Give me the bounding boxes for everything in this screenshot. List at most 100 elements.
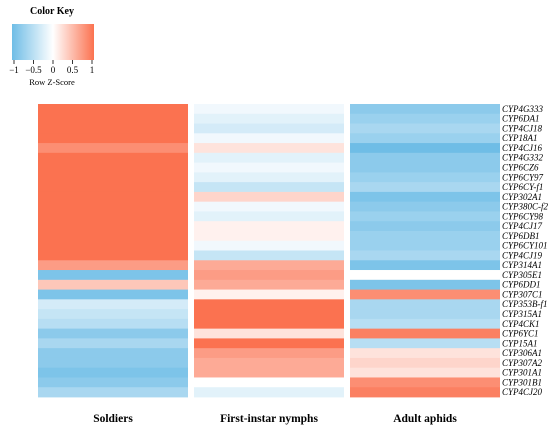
color-key: Color Key −1 −0.5 0 0.5 1 Row Z-Score bbox=[9, 6, 94, 87]
gene-label: CYP6CY-f1 bbox=[502, 182, 543, 192]
heatmap-cell bbox=[350, 367, 500, 378]
heatmap-cell bbox=[194, 182, 344, 193]
heatmap-cell bbox=[38, 357, 188, 369]
heatmap-cell bbox=[350, 143, 500, 154]
heatmap-cells bbox=[38, 104, 500, 398]
heatmap-cell bbox=[38, 309, 188, 320]
heatmap-cell bbox=[194, 289, 344, 300]
heatmap-cell bbox=[194, 387, 344, 398]
gene-label: CYP353B-f1 bbox=[502, 299, 548, 309]
gene-label: CYP302A1 bbox=[502, 192, 542, 202]
heatmap-cell bbox=[194, 348, 344, 359]
gene-label: CYP315A1 bbox=[502, 309, 542, 319]
heatmap-cell bbox=[350, 299, 500, 310]
heatmap-cell bbox=[350, 338, 500, 349]
heatmap-cell bbox=[350, 318, 500, 330]
heatmap-cell bbox=[38, 289, 188, 300]
color-key-tick-label: 1 bbox=[90, 65, 95, 75]
gene-label: CYP380C-f2 bbox=[502, 202, 549, 212]
color-key-subtitle: Row Z-Score bbox=[29, 77, 75, 87]
color-key-tick-label: 0 bbox=[51, 65, 56, 75]
heatmap-cell bbox=[38, 211, 188, 222]
heatmap-cell bbox=[350, 230, 500, 242]
column-label: Adult aphids bbox=[393, 413, 457, 425]
heatmap-cell bbox=[350, 182, 500, 193]
column-label: First-instar nymphs bbox=[220, 413, 318, 425]
heatmap-cell bbox=[350, 123, 500, 134]
heatmap-cell bbox=[194, 113, 344, 124]
heatmap-cell bbox=[194, 191, 344, 203]
heatmap-cell bbox=[350, 152, 500, 163]
gene-label: CYP4CJ16 bbox=[502, 143, 543, 153]
gene-label: CYP4CJ18 bbox=[502, 123, 543, 133]
heatmap-cell bbox=[194, 367, 344, 378]
gene-label: CYP4CK1 bbox=[502, 319, 540, 329]
gene-label: CYP18A1 bbox=[502, 133, 538, 143]
heatmap-cell bbox=[194, 318, 344, 330]
color-key-title: Color Key bbox=[30, 6, 74, 17]
heatmap-cell bbox=[194, 328, 344, 339]
color-key-ticks: −1 −0.5 0 0.5 1 bbox=[9, 60, 94, 75]
heatmap-cell bbox=[38, 377, 188, 388]
heatmap-cell bbox=[194, 172, 344, 183]
gene-label: CYP6DA1 bbox=[502, 114, 540, 124]
heatmap-cell bbox=[194, 279, 344, 290]
heatmap-cell bbox=[38, 270, 188, 281]
heatmap-cell bbox=[38, 113, 188, 124]
heatmap-cell bbox=[350, 309, 500, 320]
heatmap-cell bbox=[38, 260, 188, 271]
gene-label: CYP6CY98 bbox=[502, 211, 544, 221]
heatmap-cell bbox=[38, 240, 188, 251]
heatmap-cell bbox=[350, 162, 500, 173]
column-labels: Soldiers First-instar nymphs Adult aphids bbox=[93, 413, 457, 425]
heatmap-cell bbox=[38, 230, 188, 242]
heatmap-cell bbox=[350, 104, 500, 115]
heatmap-cell bbox=[38, 250, 188, 261]
color-key-tick-label: −0.5 bbox=[25, 65, 42, 75]
heatmap-cell bbox=[38, 191, 188, 203]
gene-label: CYP4CJ19 bbox=[502, 250, 543, 260]
heatmap-cell bbox=[38, 143, 188, 154]
heatmap-cell bbox=[350, 133, 500, 144]
heatmap-cell bbox=[38, 221, 188, 232]
heatmap-cell bbox=[38, 338, 188, 349]
heatmap-cell bbox=[194, 250, 344, 261]
gene-label: CYP6CZ6 bbox=[502, 162, 539, 172]
heatmap-cell bbox=[38, 162, 188, 173]
gene-label: CYP6DB1 bbox=[502, 231, 540, 241]
heatmap-cell bbox=[350, 357, 500, 369]
heatmap-cell bbox=[350, 377, 500, 388]
heatmap-cell bbox=[350, 191, 500, 203]
gene-label: CYP4CJ20 bbox=[502, 387, 543, 397]
gene-label: CYP4G333 bbox=[502, 104, 544, 114]
gene-label: CYP307C1 bbox=[502, 289, 543, 299]
heatmap-cell bbox=[350, 328, 500, 339]
heatmap-cell bbox=[194, 152, 344, 163]
heatmap-cell bbox=[38, 133, 188, 144]
heatmap-cell bbox=[194, 240, 344, 251]
heatmap-cell bbox=[194, 143, 344, 154]
heatmap-cell bbox=[350, 348, 500, 359]
heatmap-cell bbox=[350, 240, 500, 251]
heatmap-cell bbox=[194, 221, 344, 232]
heatmap-cell bbox=[38, 152, 188, 163]
heatmap-cell bbox=[350, 279, 500, 290]
heatmap-cell bbox=[350, 387, 500, 398]
heatmap-cell bbox=[194, 338, 344, 349]
heatmap-cell bbox=[38, 318, 188, 330]
heatmap-cell bbox=[350, 211, 500, 222]
heatmap-cell bbox=[38, 387, 188, 398]
color-key-tick-label: −1 bbox=[9, 65, 19, 75]
gene-label: CYP6CY97 bbox=[502, 172, 544, 182]
heatmap-cell bbox=[350, 289, 500, 300]
heatmap-cell bbox=[38, 201, 188, 212]
gene-label: CYP6DD1 bbox=[502, 280, 541, 290]
gene-label: CYP6CY101 bbox=[502, 241, 548, 251]
heatmap-cell bbox=[194, 299, 344, 310]
heatmap-cell bbox=[350, 113, 500, 124]
heatmap-cell bbox=[194, 260, 344, 271]
heatmap-cell bbox=[350, 221, 500, 232]
gene-label: CYP314A1 bbox=[502, 260, 542, 270]
gene-label: CYP6YC1 bbox=[502, 329, 539, 339]
heatmap-cell bbox=[38, 279, 188, 290]
